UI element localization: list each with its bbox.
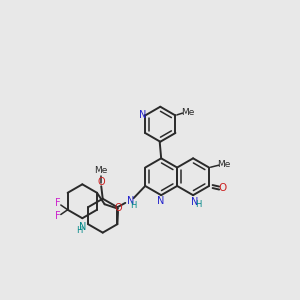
Text: O: O: [98, 177, 105, 187]
Text: O: O: [218, 183, 226, 193]
Text: H: H: [195, 200, 202, 209]
Text: H: H: [130, 201, 137, 210]
Text: H: H: [76, 226, 82, 235]
Text: N: N: [157, 196, 164, 206]
Text: N: N: [127, 196, 134, 206]
Text: F: F: [55, 198, 61, 208]
Text: Me: Me: [181, 108, 195, 117]
Text: Me: Me: [217, 160, 231, 169]
Text: N: N: [79, 221, 86, 232]
Text: N: N: [190, 197, 198, 207]
Text: N: N: [139, 110, 146, 120]
Text: O: O: [115, 202, 122, 212]
Text: F: F: [55, 211, 61, 221]
Text: Me: Me: [94, 166, 108, 175]
